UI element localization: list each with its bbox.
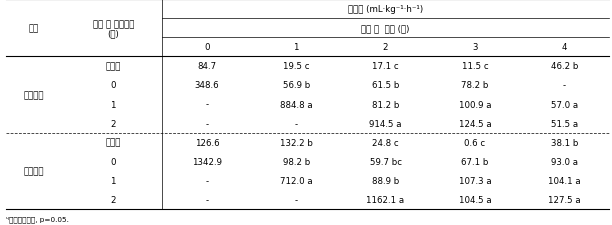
Text: 1162.1 a: 1162.1 a — [367, 195, 405, 204]
Text: 78.2 b: 78.2 b — [461, 81, 488, 90]
Text: 67.1 b: 67.1 b — [461, 157, 488, 166]
Text: 탈삽 전 저장기간: 탈삽 전 저장기간 — [92, 21, 134, 30]
Text: 1: 1 — [111, 100, 116, 109]
Text: 2: 2 — [383, 43, 388, 52]
Text: 1: 1 — [294, 43, 299, 52]
Text: 93.0 a: 93.0 a — [551, 157, 578, 166]
Text: 수확 후  기간 (월): 수확 후 기간 (월) — [361, 24, 410, 33]
Text: 무처리: 무처리 — [105, 138, 121, 147]
Text: 884.8 a: 884.8 a — [280, 100, 313, 109]
Text: -: - — [205, 176, 209, 185]
Text: 1342.9: 1342.9 — [192, 157, 222, 166]
Text: (월): (월) — [107, 29, 119, 38]
Text: 104.1 a: 104.1 a — [548, 176, 581, 185]
Text: 호흡량 (mL·kg⁻¹·h⁻¹): 호흡량 (mL·kg⁻¹·h⁻¹) — [348, 5, 423, 14]
Text: 무처리: 무처리 — [105, 62, 121, 71]
Text: -: - — [294, 119, 298, 128]
Text: 98.2 b: 98.2 b — [283, 157, 310, 166]
Text: 100.9 a: 100.9 a — [458, 100, 491, 109]
Text: 61.5 b: 61.5 b — [372, 81, 399, 90]
Text: -: - — [205, 100, 209, 109]
Text: -: - — [294, 195, 298, 204]
Text: 46.2 b: 46.2 b — [551, 62, 578, 71]
Text: 품종: 품종 — [29, 24, 39, 33]
Text: -: - — [562, 81, 566, 90]
Text: 4: 4 — [562, 43, 567, 52]
Text: 51.5 a: 51.5 a — [551, 119, 578, 128]
Text: 24.8 c: 24.8 c — [372, 138, 399, 147]
Text: 0: 0 — [111, 157, 116, 166]
Text: 914.5 a: 914.5 a — [369, 119, 402, 128]
Text: 38.1 b: 38.1 b — [551, 138, 578, 147]
Text: 59.7 bc: 59.7 bc — [370, 157, 401, 166]
Text: 0: 0 — [204, 43, 209, 52]
Text: 11.5 c: 11.5 c — [461, 62, 488, 71]
Text: 126.6: 126.6 — [195, 138, 219, 147]
Text: 132.2 b: 132.2 b — [280, 138, 313, 147]
Text: 1: 1 — [111, 176, 116, 185]
Text: ᶣ던컨다중검정, p=0.05.: ᶣ던컨다중검정, p=0.05. — [6, 215, 69, 222]
Text: 84.7: 84.7 — [197, 62, 217, 71]
Text: -: - — [205, 119, 209, 128]
Text: 56.9 b: 56.9 b — [283, 81, 310, 90]
Text: 57.0 a: 57.0 a — [551, 100, 578, 109]
Text: 107.3 a: 107.3 a — [458, 176, 491, 185]
Text: 3: 3 — [472, 43, 477, 52]
Text: 348.6: 348.6 — [195, 81, 219, 90]
Text: 0: 0 — [111, 81, 116, 90]
Text: 도근조생: 도근조생 — [23, 167, 44, 176]
Text: 127.5 a: 127.5 a — [548, 195, 581, 204]
Text: -: - — [205, 195, 209, 204]
Text: 124.5 a: 124.5 a — [458, 119, 491, 128]
Text: 2: 2 — [111, 119, 116, 128]
Text: 81.2 b: 81.2 b — [372, 100, 399, 109]
Text: 상주둥시: 상주둥시 — [23, 91, 44, 100]
Text: 88.9 b: 88.9 b — [372, 176, 399, 185]
Text: 0.6 c: 0.6 c — [465, 138, 485, 147]
Text: 104.5 a: 104.5 a — [458, 195, 491, 204]
Text: 2: 2 — [111, 195, 116, 204]
Text: 712.0 a: 712.0 a — [280, 176, 313, 185]
Text: 19.5 c: 19.5 c — [283, 62, 310, 71]
Text: 17.1 c: 17.1 c — [372, 62, 399, 71]
